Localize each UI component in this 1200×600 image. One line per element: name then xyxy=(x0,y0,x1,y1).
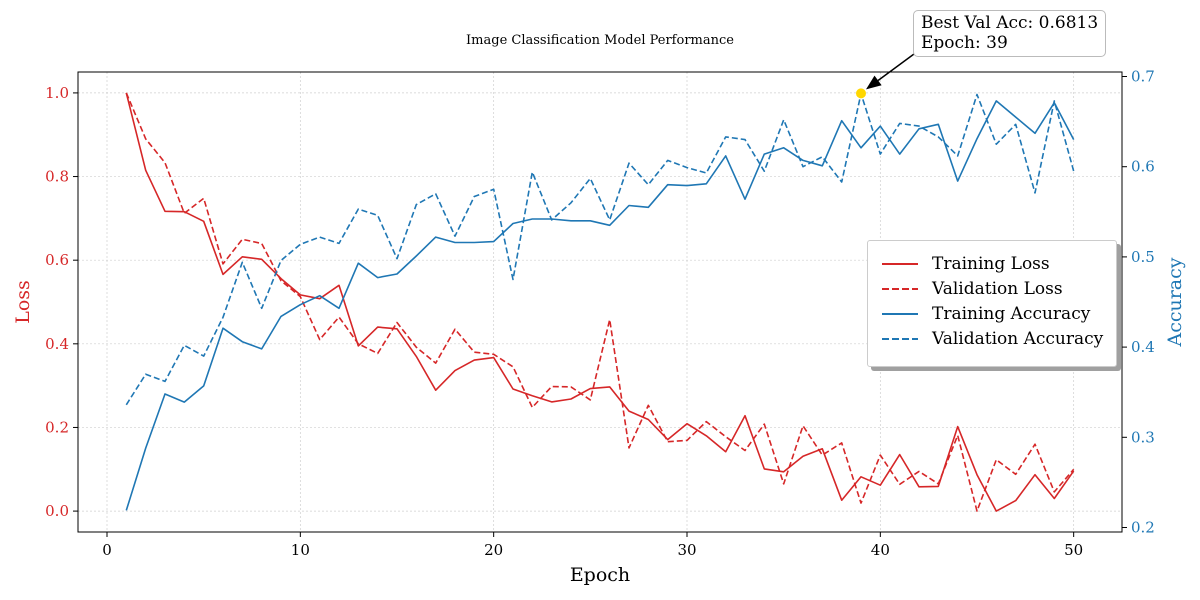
y-right-axis-label: Accuracy xyxy=(1164,257,1186,347)
legend-swatch-validation-accuracy xyxy=(882,338,918,340)
best-val-marker xyxy=(856,88,866,99)
annotation-line-2: Epoch: 39 xyxy=(921,33,1008,53)
annotation-arrow xyxy=(866,53,915,90)
x-tick-label: 50 xyxy=(1064,541,1083,559)
axis-ticks: 0 10 20 30 40 50 0.0 0.2 0.4 0.6 0.8 1.0 0.2 0.3 0.4 0.… xyxy=(45,68,1155,559)
best-val-annotation: Best Val Acc: 0.6813 Epoch: 39 xyxy=(913,10,1107,57)
legend-item-validation-accuracy: Validation Accuracy xyxy=(882,329,1103,349)
legend-label-training-accuracy: Training Accuracy xyxy=(932,304,1091,324)
annotation-line-1: Best Val Acc: 0.6813 xyxy=(921,13,1099,33)
legend-item-training-loss: Training Loss xyxy=(882,254,1050,274)
legend-swatch-validation-loss xyxy=(882,288,918,290)
x-axis-label: Epoch xyxy=(570,564,630,586)
y-right-tick-label: 0.3 xyxy=(1131,428,1155,446)
y-right-tick-label: 0.5 xyxy=(1131,248,1155,266)
x-tick-label: 40 xyxy=(871,541,890,559)
series-line-training-accuracy xyxy=(125,100,1075,511)
y-right-tick-label: 0.4 xyxy=(1131,338,1155,356)
series-lines xyxy=(125,92,1075,512)
legend-swatch-training-loss xyxy=(882,263,918,265)
y-left-axis-label: Loss xyxy=(12,280,34,324)
legend: Training Loss Validation Loss Training A… xyxy=(867,240,1117,367)
series-line-training-loss xyxy=(125,92,1075,512)
x-tick-label: 10 xyxy=(291,541,310,559)
legend-swatch-training-accuracy xyxy=(882,313,918,315)
legend-label-validation-accuracy: Validation Accuracy xyxy=(932,329,1104,349)
legend-label-training-loss: Training Loss xyxy=(932,254,1050,274)
y-left-tick-label: 0.0 xyxy=(45,502,69,520)
y-right-tick-label: 0.2 xyxy=(1131,518,1155,536)
y-right-tick-label: 0.7 xyxy=(1131,68,1155,86)
x-tick-label: 30 xyxy=(677,541,696,559)
y-left-tick-label: 0.4 xyxy=(45,335,69,353)
series-line-validation-accuracy xyxy=(125,92,1075,406)
x-tick-label: 0 xyxy=(102,541,112,559)
y-left-tick-label: 1.0 xyxy=(45,84,69,102)
y-right-tick-label: 0.6 xyxy=(1131,158,1155,176)
chart-title: Image Classification Model Performance xyxy=(466,33,734,48)
y-left-tick-label: 0.2 xyxy=(45,418,69,436)
plot-frame xyxy=(77,71,1123,533)
series-line-validation-loss xyxy=(125,92,1075,512)
legend-item-training-accuracy: Training Accuracy xyxy=(882,304,1090,324)
y-left-tick-label: 0.8 xyxy=(45,168,69,186)
y-left-tick-label: 0.6 xyxy=(45,251,69,269)
x-tick-label: 20 xyxy=(484,541,503,559)
highlight-marker-layer xyxy=(856,88,866,99)
legend-item-validation-loss: Validation Loss xyxy=(882,279,1063,299)
annotation-arrow-shaft xyxy=(877,53,915,82)
legend-label-validation-loss: Validation Loss xyxy=(932,279,1063,299)
annotation-arrow-head xyxy=(866,75,882,90)
